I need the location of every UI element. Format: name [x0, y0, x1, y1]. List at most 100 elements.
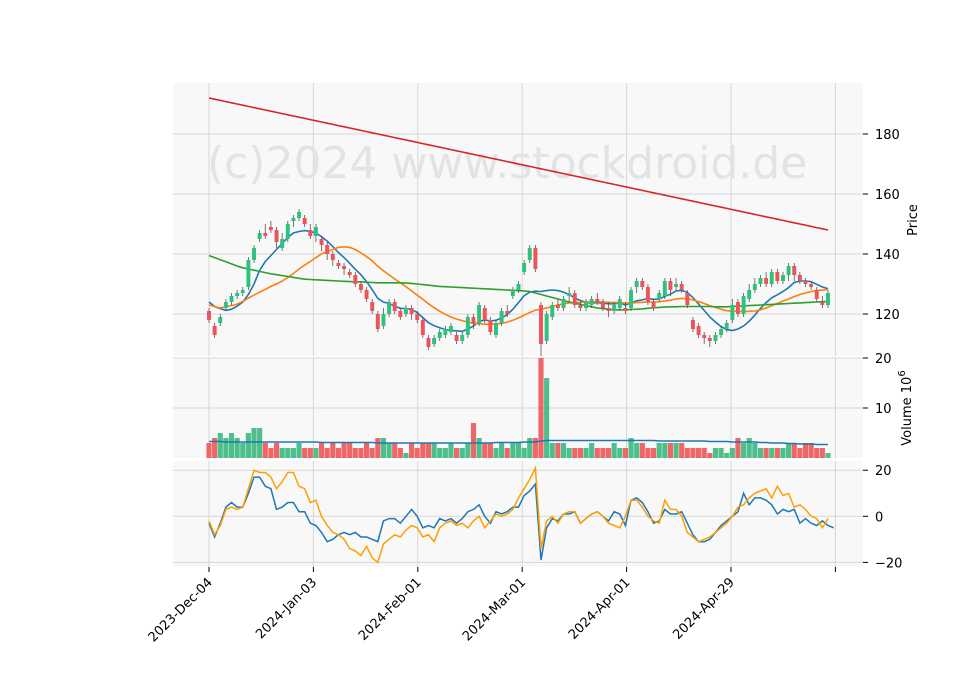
volume-bar	[448, 443, 454, 458]
candle-body	[285, 224, 290, 239]
volume-bar	[532, 438, 538, 458]
candle-body	[629, 290, 634, 308]
candle-body	[634, 281, 639, 287]
candle-body	[539, 305, 543, 344]
candle-body	[342, 266, 347, 269]
candle-body	[364, 290, 369, 299]
volume-bar	[228, 433, 235, 458]
watermark: (c)2024 www.stockdroid.de	[207, 138, 807, 189]
volume-bar	[358, 448, 364, 458]
candle-body	[814, 290, 819, 299]
volume-bar	[538, 358, 544, 458]
candle-body	[268, 227, 273, 230]
candle-body	[387, 302, 392, 314]
price-panel: (c)2024 www.stockdroid.de 120 140 160 180 P…	[173, 83, 921, 356]
candle-body	[797, 275, 802, 281]
candle-body	[809, 284, 814, 287]
candle-body	[449, 326, 453, 332]
volume-bar	[290, 448, 296, 458]
volume-bar	[347, 443, 353, 458]
candle-body	[297, 212, 302, 218]
candle-body	[375, 314, 380, 329]
volume-bar	[808, 443, 814, 458]
volume-bar	[729, 448, 735, 458]
candle-body	[381, 314, 386, 326]
candle-body	[454, 335, 459, 341]
candle-body	[347, 272, 352, 275]
volume-bar	[521, 448, 527, 458]
volume-bar	[515, 443, 522, 458]
volume-bar	[634, 443, 640, 458]
oscillator-line	[208, 465, 829, 564]
volume-bar	[285, 448, 291, 458]
volume-bar	[245, 433, 251, 458]
candle-body	[510, 290, 515, 296]
candle-body	[640, 281, 645, 287]
volume-bar	[296, 443, 302, 458]
volume-bar	[589, 443, 595, 458]
volume-bar	[223, 438, 229, 458]
candle-body	[336, 263, 341, 266]
candle-body	[358, 284, 363, 290]
candle-body	[325, 245, 330, 254]
price-tick-label: 180	[875, 128, 900, 143]
volume-bar	[217, 433, 223, 458]
candle-body	[415, 314, 420, 320]
candle-body	[617, 299, 622, 308]
volume-bar	[206, 443, 212, 458]
volume-bar	[257, 428, 263, 458]
candle-body	[752, 284, 757, 290]
candle-body	[505, 311, 510, 314]
volume-bar	[414, 448, 420, 458]
candle-body	[645, 287, 650, 302]
volume-tick-label: 10	[875, 402, 892, 417]
volume-bar	[628, 438, 634, 458]
volume-bar	[380, 438, 387, 458]
volume-bar	[459, 448, 465, 458]
candle-body	[803, 281, 808, 284]
candle-body	[657, 293, 662, 299]
volume-bar	[420, 443, 426, 458]
volume-bar	[684, 448, 690, 458]
oscillator-tick-label: 20	[875, 464, 892, 479]
volume-bar	[667, 443, 674, 458]
candle-body	[533, 248, 538, 269]
volume-bar	[431, 443, 437, 458]
candle-body	[747, 290, 752, 299]
candle-body	[685, 293, 690, 305]
volume-bar	[341, 443, 347, 458]
volume-bar	[476, 438, 482, 458]
volume-bar	[212, 438, 218, 458]
candle-body	[257, 233, 262, 239]
volume-bar	[262, 443, 268, 458]
candle-body	[674, 284, 679, 287]
candle-body	[567, 293, 572, 296]
volume-bar	[555, 443, 561, 458]
volume-bar	[313, 448, 319, 458]
volume-bar	[549, 443, 555, 458]
volume-bar	[487, 443, 493, 458]
volume-bar	[307, 448, 313, 458]
volume-bar	[465, 443, 471, 458]
volume-bar	[774, 448, 780, 458]
volume-tick-label: 20	[875, 352, 892, 367]
candle-body	[330, 254, 335, 260]
candle-body	[426, 338, 431, 347]
volume-bar	[769, 448, 775, 458]
volume-bar	[527, 438, 533, 458]
candle-body	[741, 296, 746, 314]
x-tick-label: 2024-Apr-01	[566, 575, 633, 642]
volume-bar	[577, 448, 583, 458]
volume-bar	[594, 448, 600, 458]
volume-bars	[206, 358, 831, 458]
volume-bar	[797, 448, 803, 458]
candle-body	[370, 302, 375, 311]
volume-bar	[240, 443, 246, 458]
volume-bar	[409, 443, 415, 458]
volume-bar	[735, 438, 741, 458]
volume-bar	[757, 448, 764, 458]
volume-bar	[718, 448, 724, 458]
candle-body	[724, 323, 729, 329]
candle-body	[595, 299, 600, 302]
candle-body	[218, 317, 223, 323]
